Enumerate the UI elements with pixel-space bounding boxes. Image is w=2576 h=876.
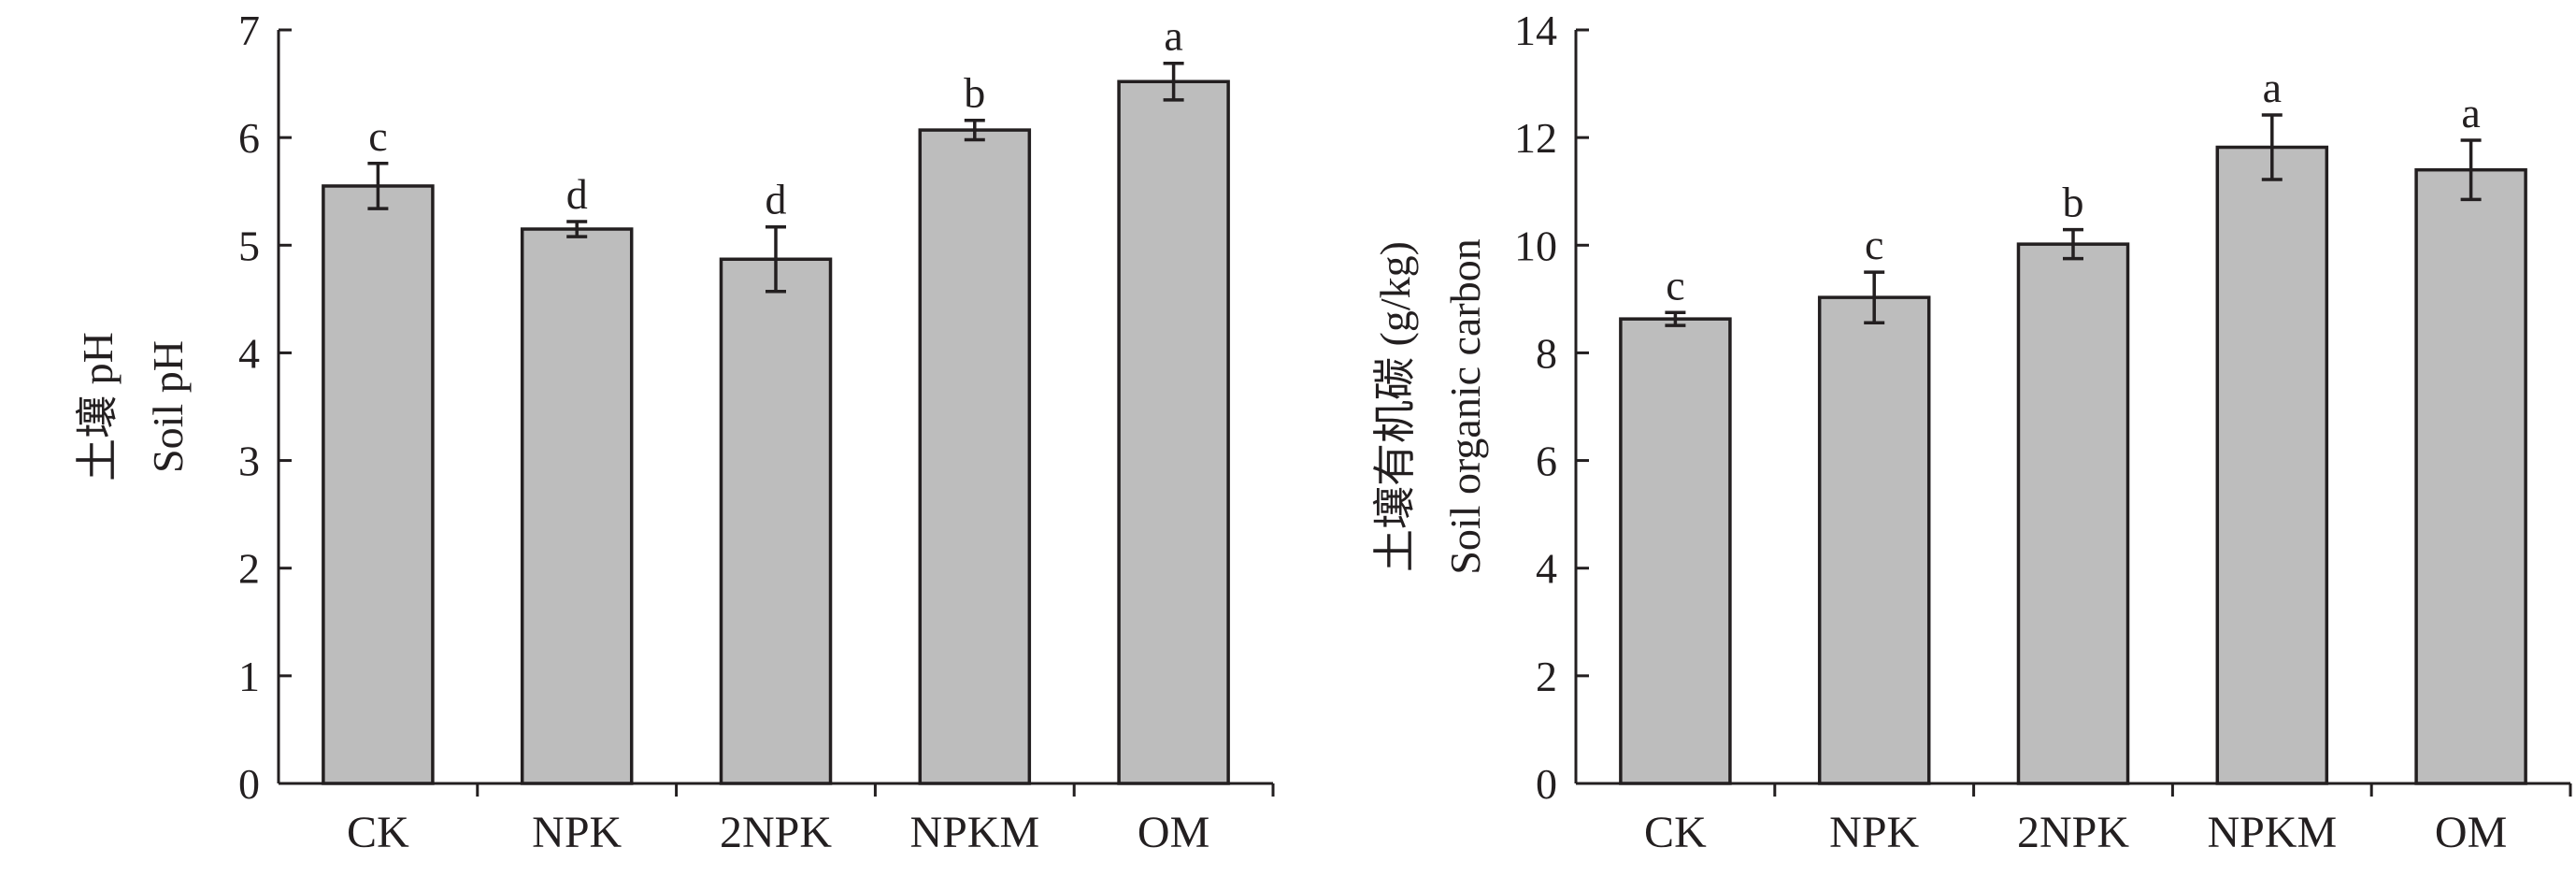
x-tick-label: CK — [1644, 808, 1707, 857]
x-tick-label: OM — [1138, 808, 1209, 857]
x-tick-label: 2NPK — [720, 808, 832, 857]
error-bar-npk — [1864, 270, 1885, 324]
bar-npkm — [918, 128, 1032, 785]
y-tick-label: 6 — [1536, 438, 1557, 485]
bar-2npk — [719, 257, 833, 785]
y-tick-label: 2 — [238, 545, 260, 593]
error-bar-om — [2460, 138, 2482, 202]
y-tick-label: 5 — [238, 222, 260, 269]
error-bar-ck — [1665, 310, 1686, 327]
bar-om — [2414, 167, 2527, 785]
y-axis-title-line: Soil organic carbon — [1441, 238, 1489, 574]
y-tick-label: 0 — [1536, 760, 1557, 808]
bar-npk — [520, 227, 634, 785]
y-tick-label: 10 — [1514, 222, 1557, 269]
x-tick-label: NPKM — [2207, 808, 2337, 857]
x-tick-label: 2NPK — [2017, 808, 2129, 857]
x-tick-label: NPK — [532, 808, 622, 857]
y-axis-title-line: Soil pH — [144, 340, 192, 473]
y-tick-label: 4 — [238, 329, 260, 377]
bar-npkm — [2215, 145, 2329, 785]
significance-label: c — [1666, 261, 1684, 309]
significance-label: a — [1164, 12, 1182, 60]
y-tick-label: 7 — [238, 7, 260, 54]
y-tick-label: 4 — [1536, 545, 1557, 593]
error-bar-npk — [566, 220, 588, 238]
y-axis-title-line: 土壤有机碳 (g/kg) — [1371, 241, 1419, 572]
y-tick-label: 12 — [1514, 114, 1557, 162]
y-tick-label: 3 — [238, 438, 260, 485]
y-axis-title-line: 土壤 pH — [74, 332, 122, 481]
significance-label: b — [964, 69, 985, 117]
x-tick-label: NPK — [1829, 808, 1919, 857]
bar-ck — [322, 184, 435, 785]
error-bar-2npk — [2063, 227, 2083, 261]
significance-label: a — [2263, 64, 2282, 111]
error-bar-om — [1163, 61, 1184, 102]
y-tick-label: 0 — [238, 760, 260, 808]
error-bar-npkm — [2261, 113, 2283, 181]
bar-om — [1117, 79, 1230, 785]
soil-ph-chart: 0 1 2 3 4 5 6 7 c CK d NPK d 2NPK b NPKM a OM 土壤 pH Soil pH — [74, 7, 1275, 857]
significance-label: d — [566, 170, 588, 218]
bar-2npk — [2016, 242, 2130, 785]
bar-npk — [1817, 295, 1931, 785]
y-tick-label: 1 — [238, 653, 260, 700]
error-bar-ck — [367, 162, 389, 210]
x-tick-label: NPKM — [909, 808, 1039, 857]
error-bar-2npk — [766, 224, 786, 294]
y-tick-label: 6 — [238, 114, 260, 162]
significance-label: c — [1865, 221, 1883, 268]
y-tick-label: 8 — [1536, 329, 1557, 377]
y-tick-label: 2 — [1536, 653, 1557, 700]
soil-organic-carbon-chart: 0 2 4 6 8 10 12 14 c CK c NPK b 2NPK a NPKM a OM 土壤有机碳 (g/… — [1371, 7, 2572, 857]
x-tick-label: CK — [347, 808, 409, 857]
y-tick-label: 14 — [1514, 7, 1557, 54]
significance-label: c — [368, 112, 387, 160]
error-bar-npkm — [964, 118, 985, 142]
bar-ck — [1619, 317, 1732, 785]
significance-label: b — [2063, 179, 2084, 226]
significance-label: d — [766, 176, 787, 223]
significance-label: a — [2461, 89, 2480, 136]
x-tick-label: OM — [2435, 808, 2507, 857]
